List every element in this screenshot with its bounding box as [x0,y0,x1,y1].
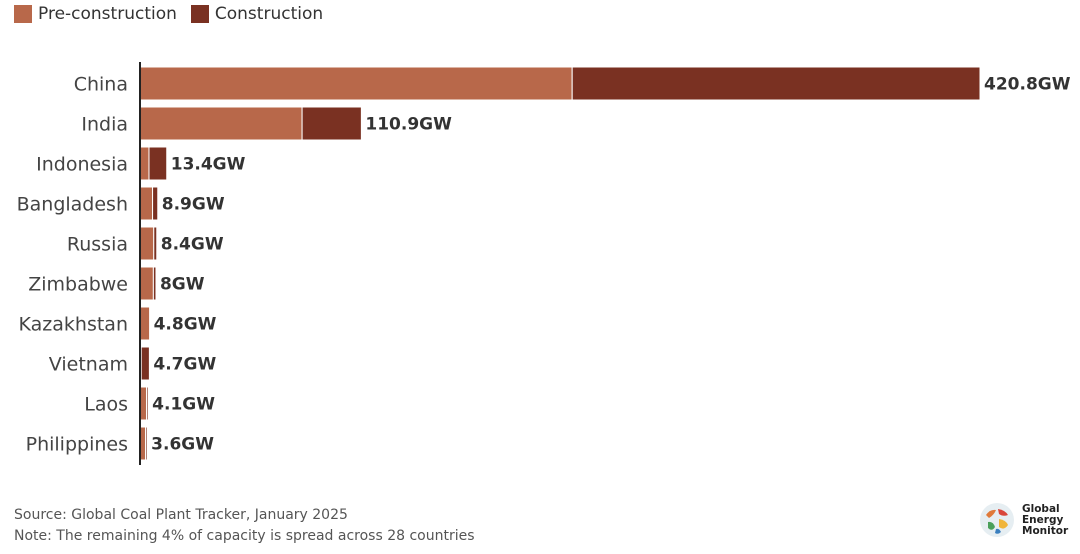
value-label-india: 110.9GW [365,115,452,135]
category-label-philippines: Philippines [26,434,128,456]
bar-russia-construction[interactable] [153,226,158,261]
value-label-china: 420.8GW [984,75,1071,95]
bar-bangladesh-pre-construction[interactable] [139,186,154,221]
legend-label-pre-construction: Pre-construction [38,4,177,24]
legend-item-pre-construction[interactable]: Pre-construction [14,4,177,24]
category-label-laos: Laos [84,394,128,416]
global-energy-monitor-logo[interactable]: Global Energy Monitor [978,498,1070,542]
legend-item-construction[interactable]: Construction [190,4,324,24]
bar-kazakhstan-pre-construction[interactable] [139,306,151,341]
value-label-philippines: 3.6GW [151,435,214,455]
bar-china-construction[interactable] [571,66,981,101]
category-label-bangladesh: Bangladesh [17,194,128,216]
category-label-india: India [81,114,128,136]
value-label-kazakhstan: 4.8GW [154,315,217,335]
bar-zimbabwe-pre-construction[interactable] [139,266,154,301]
logo-text: Global Energy Monitor [1022,502,1069,537]
legend-swatch-pre-construction [14,5,32,23]
category-label-russia: Russia [67,234,128,256]
category-label-zimbabwe: Zimbabwe [28,274,128,296]
bar-indonesia-pre-construction[interactable] [139,146,150,181]
legend: Pre-construction Construction [14,4,323,24]
value-label-zimbabwe: 8GW [160,275,205,295]
bar-china-pre-construction[interactable] [139,66,573,101]
bar-india-construction[interactable] [301,106,362,141]
legend-swatch-construction [190,5,209,23]
legend-label-construction: Construction [214,4,324,24]
logo-line-1: Global [1022,502,1060,515]
category-label-kazakhstan: Kazakhstan [19,314,128,336]
value-label-bangladesh: 8.9GW [162,195,225,215]
value-label-russia: 8.4GW [161,235,224,255]
category-label-indonesia: Indonesia [36,154,128,176]
bar-indonesia-construction[interactable] [148,146,168,181]
globe-icon [980,503,1014,537]
bar-bangladesh-construction[interactable] [152,186,159,221]
value-label-indonesia: 13.4GW [171,155,246,175]
bar-russia-pre-construction[interactable] [139,226,155,261]
chart-footer: Source: Global Coal Plant Tracker, Janua… [14,505,475,547]
value-label-vietnam: 4.7GW [153,355,216,375]
bar-chart: China 420.8GW India 110.9GW Indonesia 13.4GW B… [17,62,1071,465]
category-label-vietnam: Vietnam [49,354,128,376]
bar-philippines-construction[interactable] [145,426,148,461]
source-note: Source: Global Coal Plant Tracker, Janua… [14,507,348,523]
bar-india-pre-construction[interactable] [139,106,303,141]
logo-line-3: Monitor [1022,524,1069,537]
bar-vietnam-construction[interactable] [140,346,150,381]
logo-line-2: Energy [1022,513,1064,526]
bar-zimbabwe-construction[interactable] [152,266,157,301]
remaining-note: Note: The remaining 4% of capacity is sp… [14,528,475,544]
value-label-laos: 4.1GW [152,395,215,415]
category-label-china: China [74,74,128,96]
bar-laos-construction[interactable] [146,386,149,421]
